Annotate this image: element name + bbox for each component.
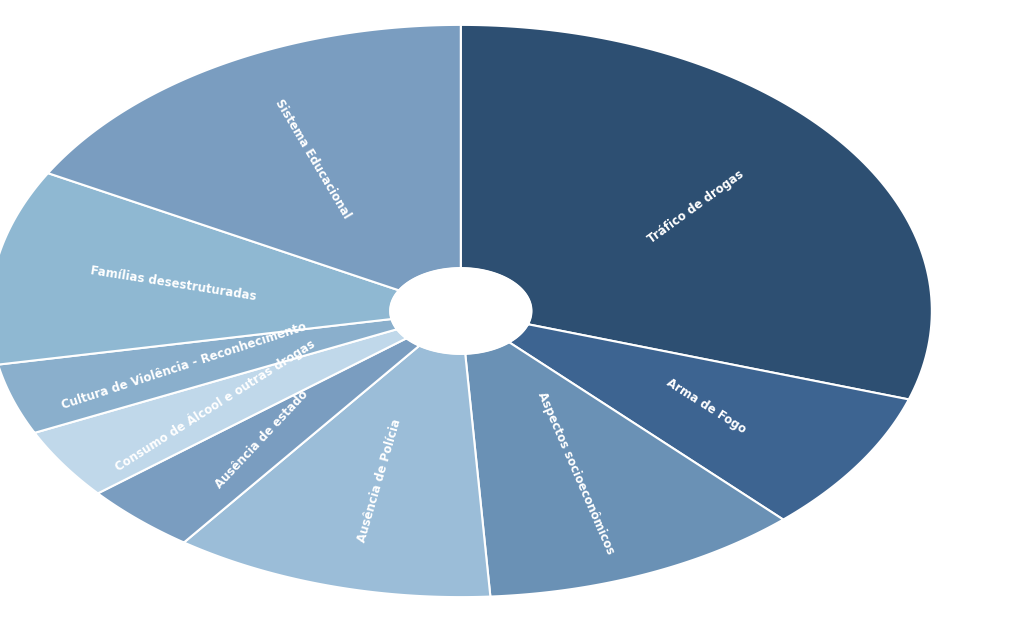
Text: Ausência de Polícia: Ausência de Polícia <box>355 417 403 544</box>
Polygon shape <box>390 268 531 354</box>
Text: Cultura de Violência - Reconhecimento: Cultura de Violência - Reconhecimento <box>60 320 308 411</box>
Text: Ausência de estado: Ausência de estado <box>213 388 310 491</box>
Polygon shape <box>0 173 399 364</box>
Text: Arma de Fogo: Arma de Fogo <box>665 376 749 435</box>
Text: Sistema Educacional: Sistema Educacional <box>272 97 353 221</box>
Text: Tráfico de drogas: Tráfico de drogas <box>646 168 746 246</box>
Text: Aspectos socioeconômicos: Aspectos socioeconômicos <box>536 390 617 556</box>
Text: Famílias desestruturadas: Famílias desestruturadas <box>90 264 257 303</box>
Polygon shape <box>48 25 461 290</box>
Text: Consumo de Álcool e outras drogas: Consumo de Álcool e outras drogas <box>113 337 317 475</box>
Polygon shape <box>184 346 490 597</box>
Polygon shape <box>465 342 783 596</box>
Polygon shape <box>509 324 908 519</box>
Polygon shape <box>0 319 397 433</box>
Polygon shape <box>35 329 407 493</box>
Polygon shape <box>98 338 419 542</box>
Polygon shape <box>461 25 932 399</box>
